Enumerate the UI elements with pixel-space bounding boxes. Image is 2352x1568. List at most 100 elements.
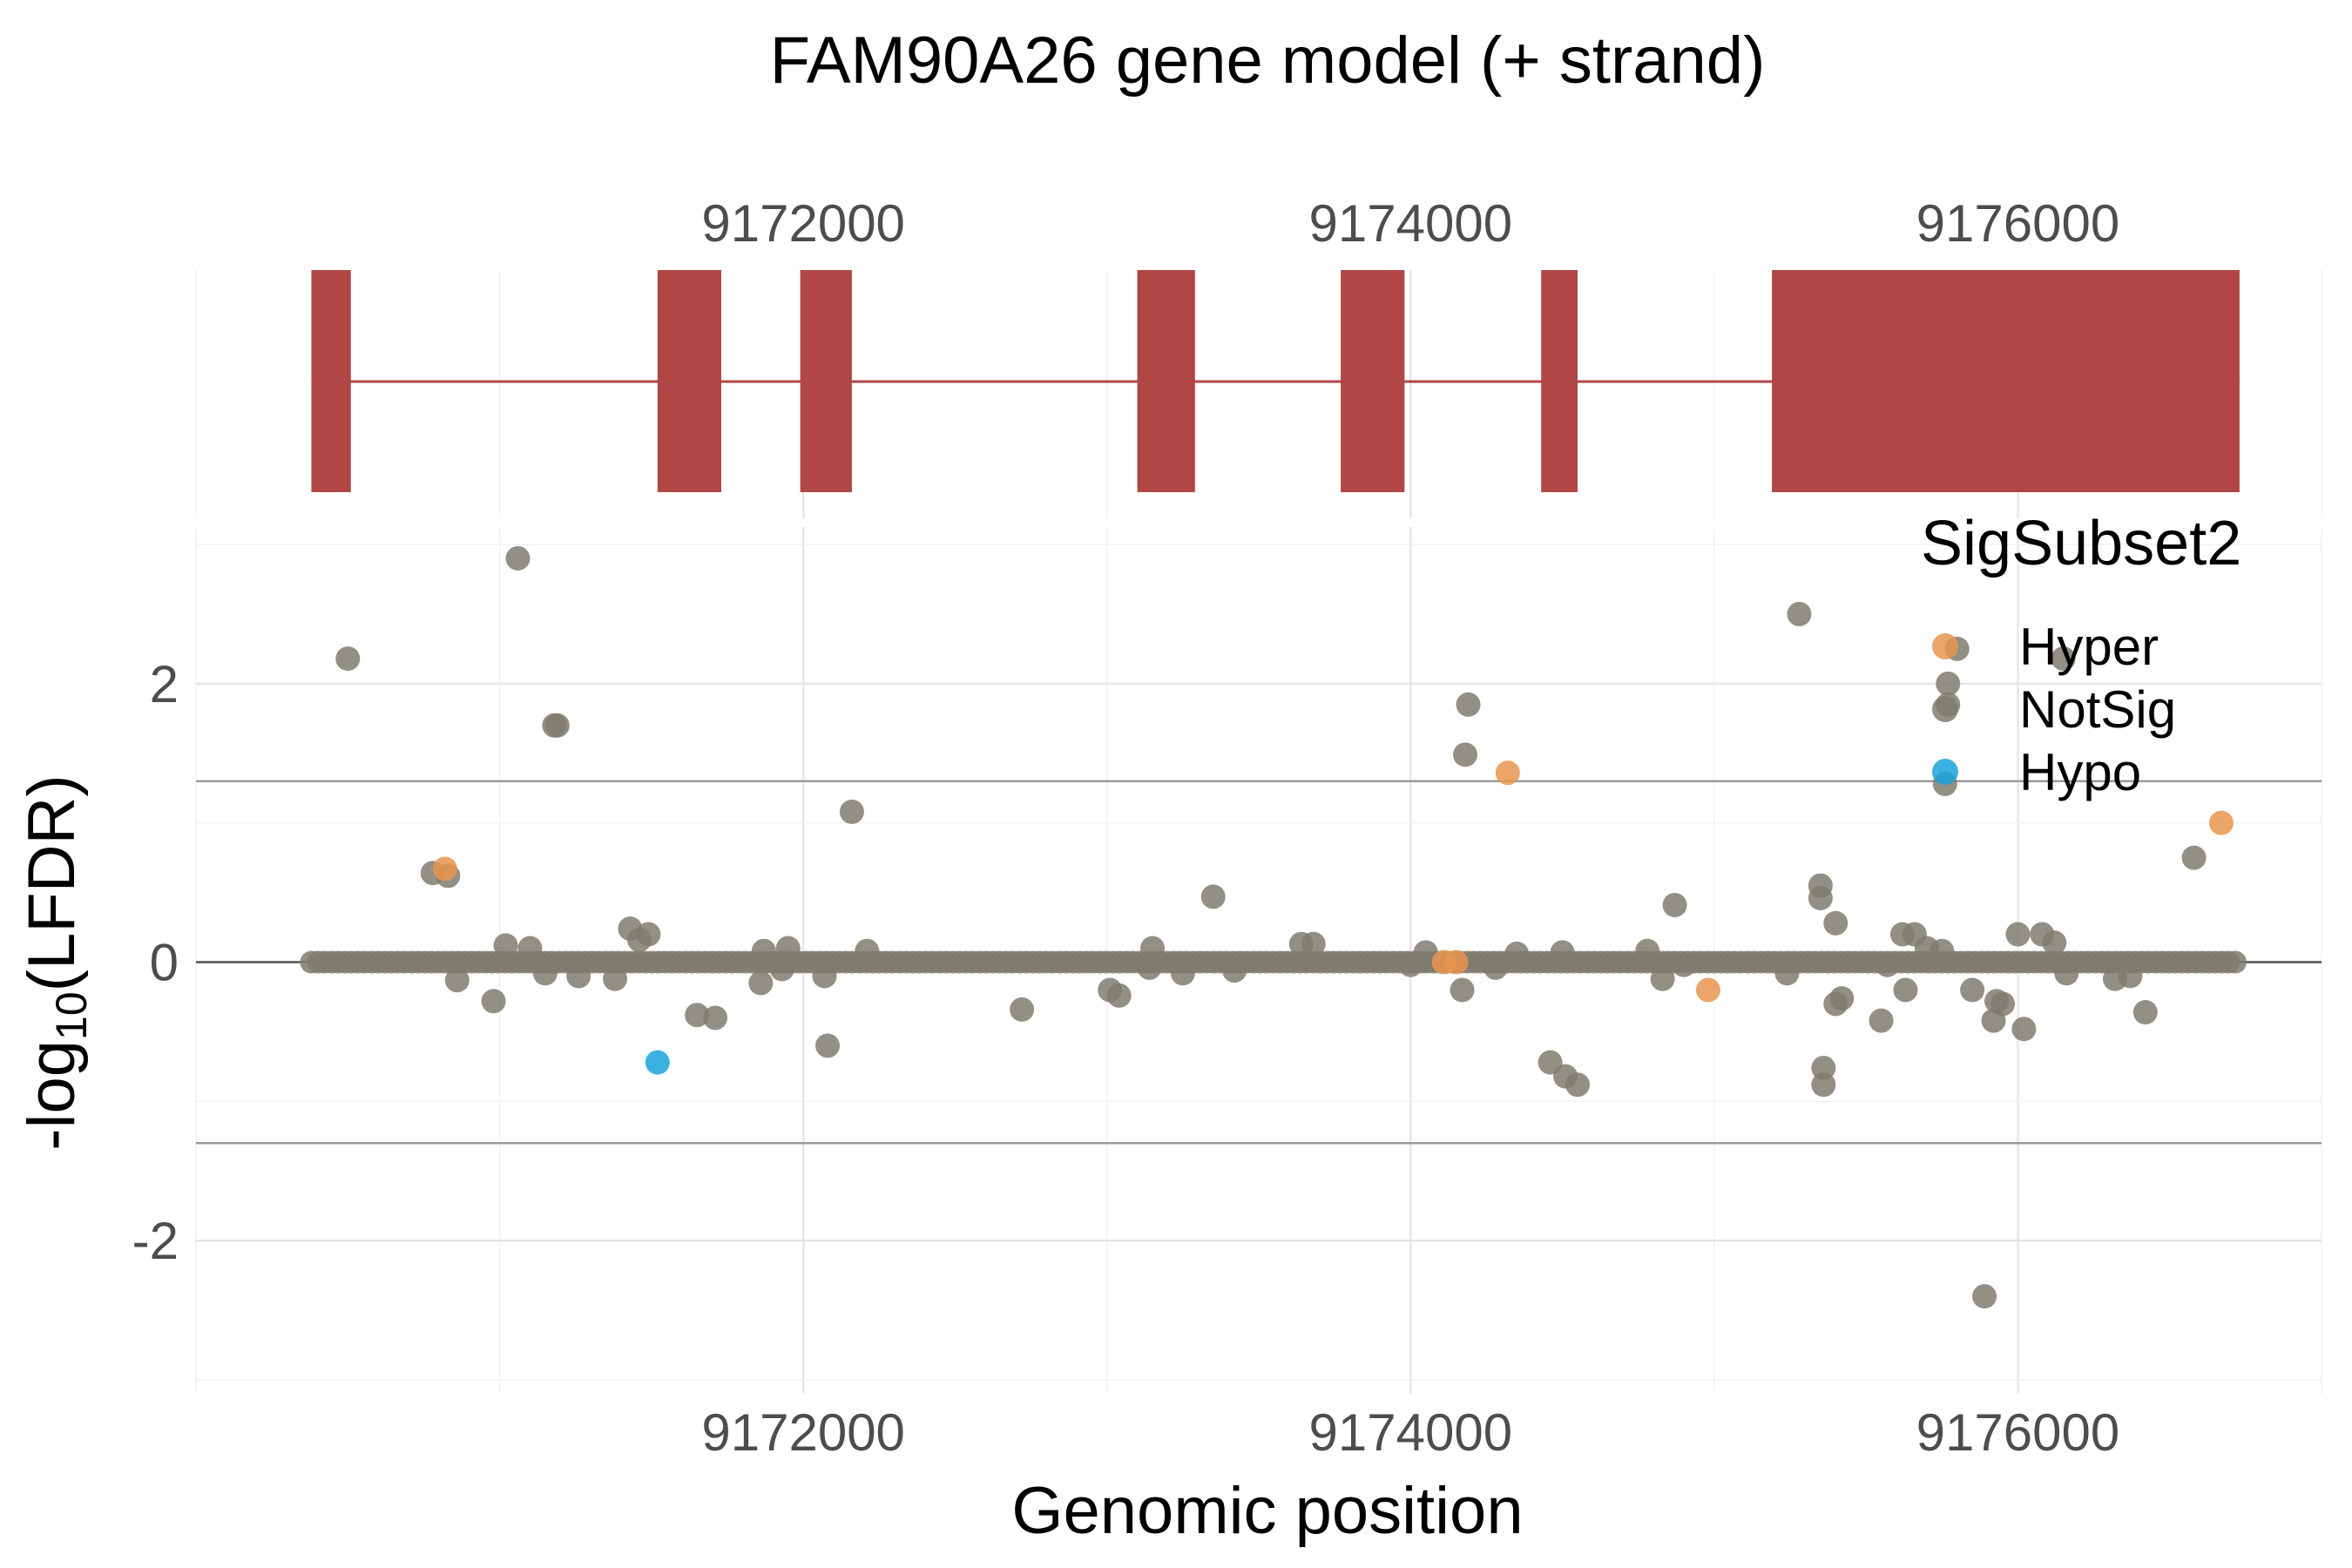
point-notsig xyxy=(1811,1055,1836,1080)
point-notsig xyxy=(2181,845,2207,870)
legend-label-hyper: Hyper xyxy=(2019,618,2159,676)
point-hyper xyxy=(1695,977,1720,1003)
chart-title: FAM90A26 gene model (+ strand) xyxy=(770,24,1766,98)
exon-rect xyxy=(1341,270,1405,492)
point-notsig xyxy=(1483,955,1508,980)
point-notsig xyxy=(1010,997,1035,1022)
point-hypo xyxy=(645,1050,670,1075)
point-notsig xyxy=(1137,955,1162,980)
gene-panel-x-tick-labels: 9172000 9174000 9176000 xyxy=(701,194,2119,253)
exon-rect xyxy=(1541,270,1578,492)
y-axis-title-subscript: 10 xyxy=(47,991,96,1040)
legend-label-hypo: Hypo xyxy=(2019,743,2141,801)
scatter-panel xyxy=(195,527,2322,1394)
point-notsig xyxy=(855,938,880,963)
point-notsig xyxy=(505,545,531,571)
point-notsig xyxy=(1936,671,1961,696)
point-notsig xyxy=(1140,936,1165,961)
point-notsig xyxy=(685,1003,710,1028)
x-axis-title: Genomic position xyxy=(1011,1474,1523,1548)
point-notsig xyxy=(1635,938,1660,963)
y-axis-title-main: -log xyxy=(15,1040,89,1151)
gene-panel-x-tick-label: 9174000 xyxy=(1308,194,1512,253)
point-notsig xyxy=(1774,961,1800,986)
point-notsig xyxy=(1930,938,1955,963)
legend-key-notsig xyxy=(1932,696,1958,722)
exon-rect xyxy=(657,270,722,492)
point-notsig xyxy=(335,646,361,672)
point-notsig xyxy=(2005,922,2031,947)
gene-model xyxy=(311,270,2240,492)
point-notsig xyxy=(1875,952,1900,977)
point-notsig xyxy=(1456,692,1481,717)
y-tick-labels: 2 0 -2 xyxy=(132,655,179,1270)
point-notsig xyxy=(1450,977,1475,1003)
point-notsig xyxy=(1550,940,1575,965)
point-hyper xyxy=(1495,760,1520,786)
point-notsig xyxy=(1650,966,1675,991)
baseline-points xyxy=(300,950,2247,974)
point-notsig xyxy=(2132,1000,2158,1025)
point-notsig xyxy=(532,961,558,986)
point-notsig xyxy=(1398,952,1423,977)
point-notsig xyxy=(1222,958,1247,983)
exon-rect xyxy=(311,270,351,492)
point-notsig xyxy=(1504,941,1530,966)
exon-rect xyxy=(1772,270,2240,492)
legend-key-hyper xyxy=(1932,633,1958,659)
point-notsig xyxy=(748,970,774,996)
point-notsig xyxy=(1823,910,1848,936)
point-notsig xyxy=(1662,892,1687,917)
point-notsig xyxy=(703,1005,728,1031)
legend-title: SigSubset2 xyxy=(1921,509,2241,578)
y-tick-label: 2 xyxy=(150,655,179,713)
gene-panel-x-tick-label: 9176000 xyxy=(1916,194,2120,253)
point-notsig xyxy=(1808,885,1833,910)
gene-panel-x-tick-label: 9172000 xyxy=(701,194,905,253)
point-notsig xyxy=(1787,601,1812,626)
point-notsig xyxy=(815,1033,841,1058)
point-notsig xyxy=(1170,961,1195,986)
point-notsig xyxy=(1453,742,1478,767)
point-notsig xyxy=(493,933,518,958)
point-notsig xyxy=(517,936,543,961)
x-tick-label: 9172000 xyxy=(701,1403,905,1462)
point-notsig xyxy=(481,989,506,1014)
point-notsig xyxy=(1672,952,1696,977)
point-notsig xyxy=(1893,977,1918,1003)
point-notsig xyxy=(2042,930,2067,956)
point-notsig xyxy=(1301,931,1326,956)
y-axis-title: -log10(LFDR) xyxy=(15,774,96,1150)
point-notsig xyxy=(566,963,591,989)
point-notsig xyxy=(2051,646,2076,672)
point-notsig xyxy=(1106,983,1132,1008)
point-notsig xyxy=(751,938,776,963)
point-notsig xyxy=(1972,1284,1997,1309)
point-notsig xyxy=(603,966,628,991)
point-notsig xyxy=(839,799,864,824)
point-notsig xyxy=(812,963,837,989)
exon-rect xyxy=(800,270,852,492)
point-notsig xyxy=(775,936,801,961)
point-notsig xyxy=(2011,1017,2037,1042)
point-hyper xyxy=(2208,810,2234,835)
legend-label-notsig: NotSig xyxy=(2019,680,2176,739)
x-tick-labels: 9172000 9174000 9176000 xyxy=(701,1403,2119,1462)
y-tick-label: -2 xyxy=(132,1212,179,1270)
point-notsig xyxy=(636,922,661,947)
y-axis-title-rest: (LFDR) xyxy=(15,774,89,991)
point-notsig xyxy=(1200,884,1226,909)
point-notsig xyxy=(2054,961,2079,986)
baseline-point xyxy=(2224,950,2247,974)
point-notsig xyxy=(2118,963,2143,989)
legend-key-hypo xyxy=(1932,759,1958,785)
y-tick-label: 0 xyxy=(150,934,179,992)
point-notsig xyxy=(1990,991,2015,1017)
exon-rect xyxy=(1137,270,1195,492)
point-notsig xyxy=(1829,986,1855,1011)
point-notsig xyxy=(1811,1072,1836,1098)
point-notsig xyxy=(1869,1008,1894,1033)
